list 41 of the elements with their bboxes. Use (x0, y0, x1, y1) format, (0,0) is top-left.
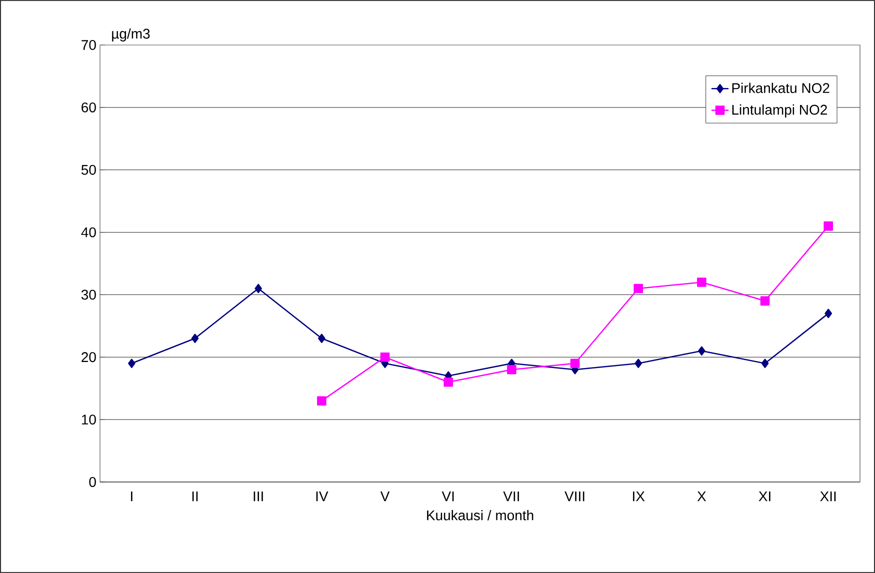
x-tick-label: I (131, 492, 132, 502)
point (824, 221, 833, 231)
x-tick-label: IV (316, 492, 328, 502)
x-tick-label: VIII (564, 492, 584, 502)
y-axis-title: µg/m3 (112, 28, 150, 42)
y-tick-label: 40 (81, 227, 96, 238)
point (697, 278, 706, 287)
x-tick-label: V (380, 492, 390, 502)
x-tick-label: IX (633, 492, 645, 502)
point (634, 358, 642, 368)
point (570, 358, 580, 368)
point (824, 308, 832, 318)
point (380, 352, 390, 362)
legend-label: Lintulampi NO2 (732, 104, 827, 118)
y-tick-label: 70 (82, 40, 96, 50)
x-axis-title: Kuukausi / month (427, 510, 534, 520)
point (318, 334, 326, 344)
y-tick-label: 10 (82, 414, 96, 425)
y-tick-label: 30 (81, 290, 96, 300)
point (698, 346, 706, 356)
point (507, 364, 516, 374)
x-tick-label: II (192, 492, 198, 502)
point (760, 296, 770, 306)
point (317, 396, 326, 406)
point (761, 358, 769, 368)
y-tick-label: 0 (89, 477, 96, 487)
y-tick-label: 20 (82, 352, 96, 362)
legend-label: Pirkankatu NO2 (732, 82, 830, 94)
x-tick-label: III (254, 492, 263, 502)
point (128, 358, 136, 368)
point (191, 334, 199, 344)
x-tick-label: VII (503, 492, 519, 502)
y-tick-label: 60 (82, 102, 96, 112)
x-tick-label: VI (442, 492, 454, 502)
x-tick-label: XI (758, 492, 770, 502)
x-tick-label: X (697, 492, 706, 502)
point (634, 284, 643, 294)
point (444, 377, 453, 387)
x-tick-label: XII (820, 492, 836, 502)
point (254, 284, 262, 294)
y-tick-label: 50 (81, 164, 96, 175)
